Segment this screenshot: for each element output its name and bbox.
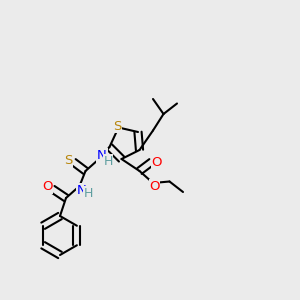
Text: S: S [64,154,72,167]
Text: S: S [113,119,121,133]
Text: N: N [77,184,87,197]
Text: O: O [149,179,160,193]
Text: H: H [84,187,93,200]
Text: N: N [97,149,107,162]
Text: O: O [152,155,162,169]
Text: O: O [42,180,52,193]
Text: H: H [103,155,113,168]
